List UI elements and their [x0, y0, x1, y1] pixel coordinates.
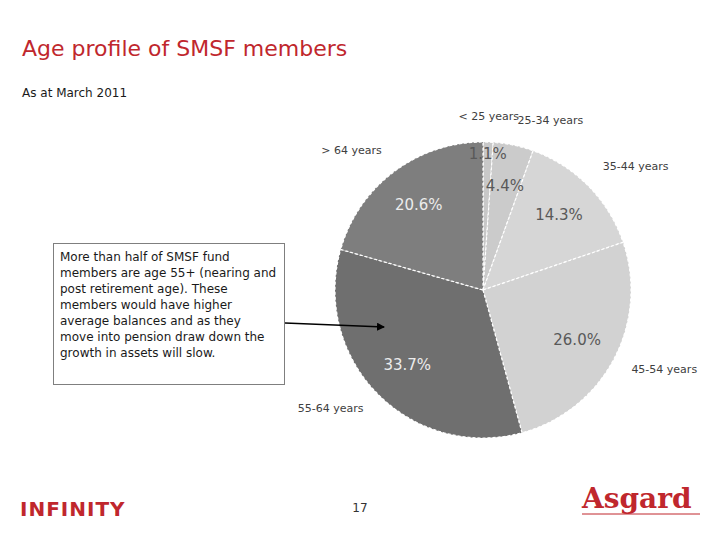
subtitle: As at March 2011 — [22, 86, 127, 100]
data-label: 26.0% — [553, 331, 601, 349]
category-label: 45-54 years — [631, 363, 697, 376]
data-label: 14.3% — [535, 206, 583, 224]
category-label: < 25 years — [459, 110, 520, 123]
stage: Age profile of SMSF members As at March 2… — [0, 0, 720, 540]
logo-left: INFINITY — [20, 497, 126, 521]
data-label: 1.1% — [469, 145, 507, 163]
annotation-arrow — [285, 323, 384, 327]
category-label: 55-64 years — [298, 402, 364, 415]
logo-rule — [582, 514, 700, 515]
data-label: 4.4% — [486, 177, 524, 195]
slices — [335, 142, 631, 438]
data-label: 33.7% — [383, 356, 431, 374]
category-label: > 64 years — [321, 144, 382, 157]
labels: 1.1% < 25 years 4.4% 25-34 years 14.3% 35-44 … — [298, 110, 698, 415]
slice — [341, 142, 483, 290]
annotation: More than half of SMSF fund members are … — [53, 243, 285, 385]
title: Age profile of SMSF members — [22, 36, 347, 61]
category-label: 35-44 years — [603, 160, 669, 173]
data-label: 20.6% — [395, 196, 443, 214]
page-number: 17 — [352, 501, 367, 515]
logo-right: Asgard — [581, 482, 692, 515]
category-label: 25-34 years — [518, 114, 584, 127]
